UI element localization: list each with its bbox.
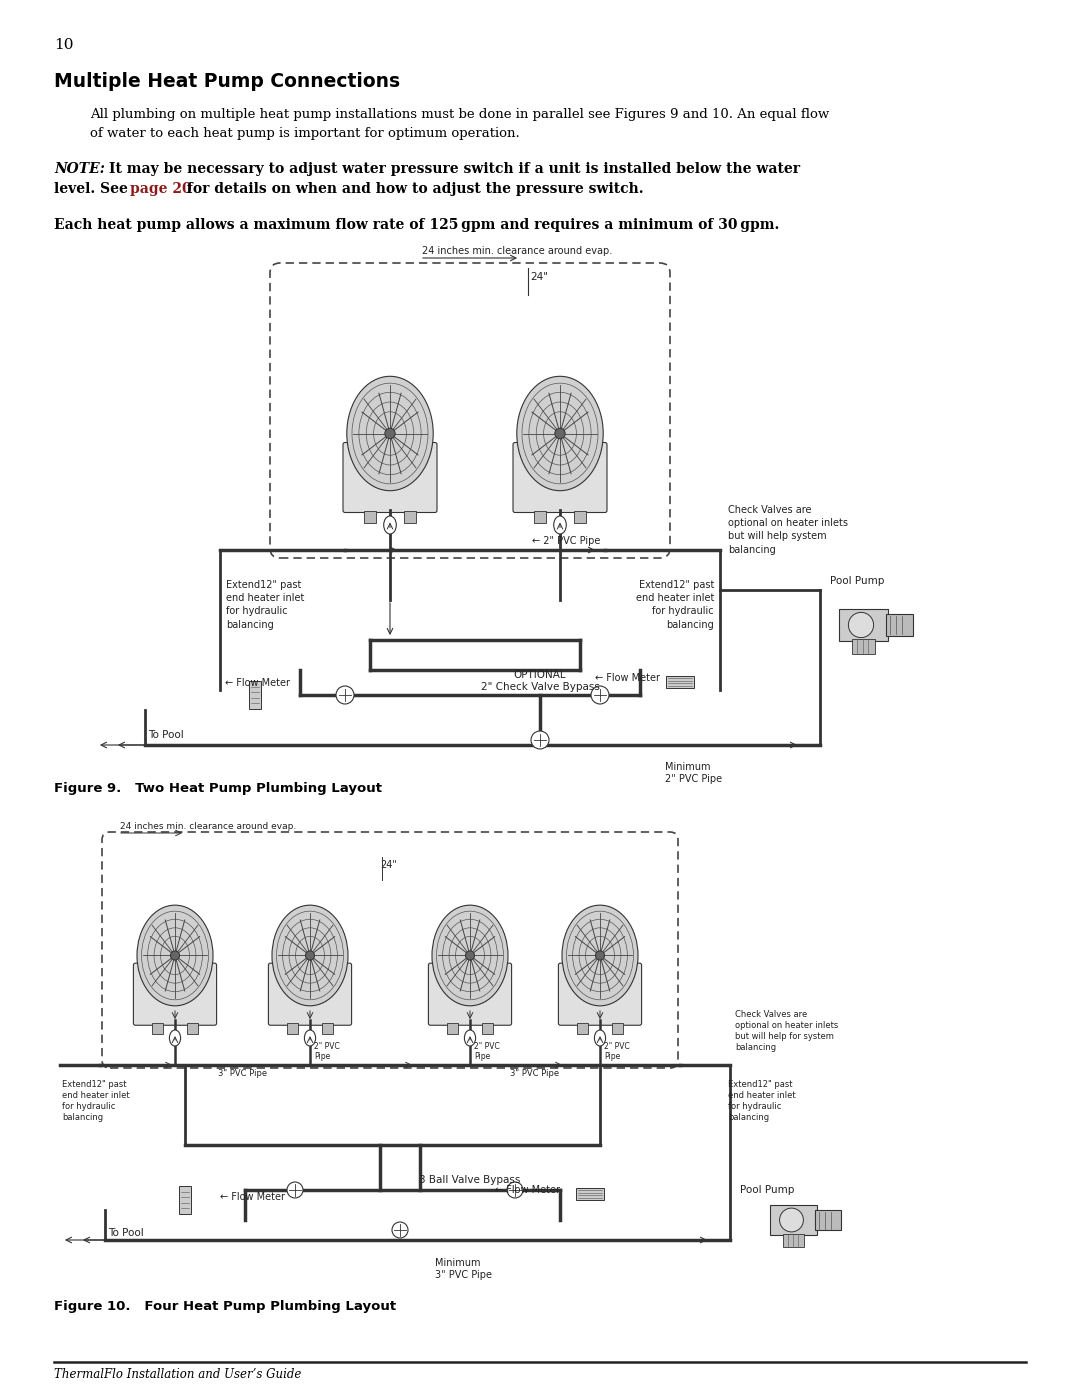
- Text: level. See: level. See: [54, 182, 133, 196]
- Bar: [322, 1023, 333, 1034]
- FancyBboxPatch shape: [558, 963, 642, 1025]
- Bar: [364, 510, 376, 522]
- Circle shape: [849, 612, 874, 637]
- Text: Figure 10.   Four Heat Pump Plumbing Layout: Figure 10. Four Heat Pump Plumbing Layou…: [54, 1301, 396, 1313]
- Text: Minimum
2" PVC Pipe: Minimum 2" PVC Pipe: [665, 761, 723, 784]
- Bar: [535, 510, 546, 522]
- Text: OPTIONAL
2" Check Valve Bypass: OPTIONAL 2" Check Valve Bypass: [481, 669, 599, 692]
- Bar: [573, 510, 585, 522]
- Text: ← Flow Meter: ← Flow Meter: [225, 678, 291, 687]
- Ellipse shape: [347, 376, 433, 490]
- Ellipse shape: [170, 1030, 180, 1046]
- Text: for details on when and how to adjust the pressure switch.: for details on when and how to adjust th…: [183, 182, 644, 196]
- Bar: [887, 615, 914, 636]
- FancyBboxPatch shape: [513, 443, 607, 513]
- Ellipse shape: [517, 376, 604, 490]
- Bar: [666, 676, 694, 687]
- Ellipse shape: [464, 1030, 475, 1046]
- Circle shape: [336, 686, 354, 704]
- FancyBboxPatch shape: [269, 963, 352, 1025]
- Bar: [576, 1187, 604, 1200]
- Text: ThermalFlo Installation and User’s Guide: ThermalFlo Installation and User’s Guide: [54, 1368, 301, 1382]
- Circle shape: [531, 731, 549, 749]
- Text: Extend12" past
end heater inlet
for hydraulic
balancing: Extend12" past end heater inlet for hydr…: [636, 580, 714, 630]
- Circle shape: [171, 951, 179, 960]
- Circle shape: [595, 951, 605, 960]
- Circle shape: [555, 429, 565, 439]
- Text: Each heat pump allows a maximum flow rate of 125 gpm and requires a minimum of 3: Each heat pump allows a maximum flow rat…: [54, 218, 780, 232]
- FancyBboxPatch shape: [134, 963, 217, 1025]
- Circle shape: [507, 1182, 523, 1199]
- Bar: [249, 680, 261, 710]
- Text: Pool Pump: Pool Pump: [740, 1185, 795, 1194]
- Text: 10: 10: [54, 38, 73, 52]
- Ellipse shape: [272, 905, 348, 1006]
- Circle shape: [591, 686, 609, 704]
- Text: It may be necessary to adjust water pressure switch if a unit is installed below: It may be necessary to adjust water pres…: [104, 162, 800, 176]
- Text: 24 inches min. clearance around evap.: 24 inches min. clearance around evap.: [422, 246, 612, 256]
- Text: NOTE:: NOTE:: [54, 162, 105, 176]
- Bar: [838, 609, 888, 641]
- Text: of water to each heat pump is important for optimum operation.: of water to each heat pump is important …: [90, 127, 519, 140]
- Text: Extend12" past
end heater inlet
for hydraulic
balancing: Extend12" past end heater inlet for hydr…: [226, 580, 305, 630]
- Ellipse shape: [554, 515, 566, 534]
- Text: ← Flow Meter: ← Flow Meter: [595, 673, 660, 683]
- Bar: [287, 1023, 298, 1034]
- Circle shape: [780, 1208, 804, 1232]
- Circle shape: [465, 951, 474, 960]
- FancyBboxPatch shape: [343, 443, 437, 513]
- Circle shape: [306, 951, 314, 960]
- Bar: [815, 1210, 841, 1231]
- Ellipse shape: [137, 905, 213, 1006]
- Bar: [852, 640, 875, 654]
- Text: 2" PVC
Pipe: 2" PVC Pipe: [604, 1042, 630, 1060]
- Ellipse shape: [383, 515, 396, 534]
- Text: Figure 9.   Two Heat Pump Plumbing Layout: Figure 9. Two Heat Pump Plumbing Layout: [54, 782, 382, 795]
- Circle shape: [392, 1222, 408, 1238]
- Bar: [404, 510, 416, 522]
- Text: ← 2" PVC Pipe: ← 2" PVC Pipe: [532, 536, 600, 546]
- Text: To Pool: To Pool: [108, 1228, 144, 1238]
- Bar: [770, 1204, 816, 1235]
- Text: 24 inches min. clearance around evap.: 24 inches min. clearance around evap.: [120, 821, 296, 831]
- Bar: [179, 1186, 191, 1214]
- Ellipse shape: [305, 1030, 315, 1046]
- Ellipse shape: [432, 905, 508, 1006]
- Text: Extend12" past
end heater inlet
for hydraulic
balancing: Extend12" past end heater inlet for hydr…: [62, 1080, 130, 1122]
- Text: 24": 24": [530, 272, 548, 282]
- Text: page 20: page 20: [130, 182, 191, 196]
- Text: 3 Ball Valve Bypass: 3 Ball Valve Bypass: [419, 1175, 521, 1185]
- Text: 3" PVC Pipe: 3" PVC Pipe: [218, 1069, 267, 1078]
- Text: 2" PVC
Pipe: 2" PVC Pipe: [314, 1042, 340, 1060]
- Bar: [187, 1023, 198, 1034]
- Text: Extend12" past
end heater inlet
for hydraulic
balancing: Extend12" past end heater inlet for hydr…: [728, 1080, 796, 1122]
- Text: To Pool: To Pool: [148, 731, 184, 740]
- Text: Pool Pump: Pool Pump: [831, 576, 885, 585]
- Circle shape: [384, 429, 395, 439]
- Text: Check Valves are
optional on heater inlets
but will help for system
balancing: Check Valves are optional on heater inle…: [735, 1010, 838, 1052]
- Text: Minimum
3" PVC Pipe: Minimum 3" PVC Pipe: [435, 1259, 492, 1280]
- FancyBboxPatch shape: [429, 963, 512, 1025]
- Text: ← Flow Meter: ← Flow Meter: [495, 1185, 561, 1194]
- Bar: [783, 1234, 805, 1248]
- Ellipse shape: [594, 1030, 606, 1046]
- Text: All plumbing on multiple heat pump installations must be done in parallel see Fi: All plumbing on multiple heat pump insta…: [90, 108, 829, 122]
- Text: ← Flow Meter: ← Flow Meter: [220, 1192, 285, 1201]
- Text: Check Valves are
optional on heater inlets
but will help system
balancing: Check Valves are optional on heater inle…: [728, 504, 848, 555]
- Bar: [152, 1023, 163, 1034]
- Ellipse shape: [562, 905, 638, 1006]
- Text: 3" PVC Pipe: 3" PVC Pipe: [511, 1069, 559, 1078]
- Text: Multiple Heat Pump Connections: Multiple Heat Pump Connections: [54, 73, 400, 91]
- Text: 24": 24": [380, 861, 396, 870]
- Bar: [447, 1023, 458, 1034]
- Circle shape: [287, 1182, 303, 1199]
- Bar: [612, 1023, 623, 1034]
- Bar: [578, 1023, 588, 1034]
- Text: 2" PVC
Pipe: 2" PVC Pipe: [474, 1042, 500, 1060]
- Bar: [482, 1023, 492, 1034]
